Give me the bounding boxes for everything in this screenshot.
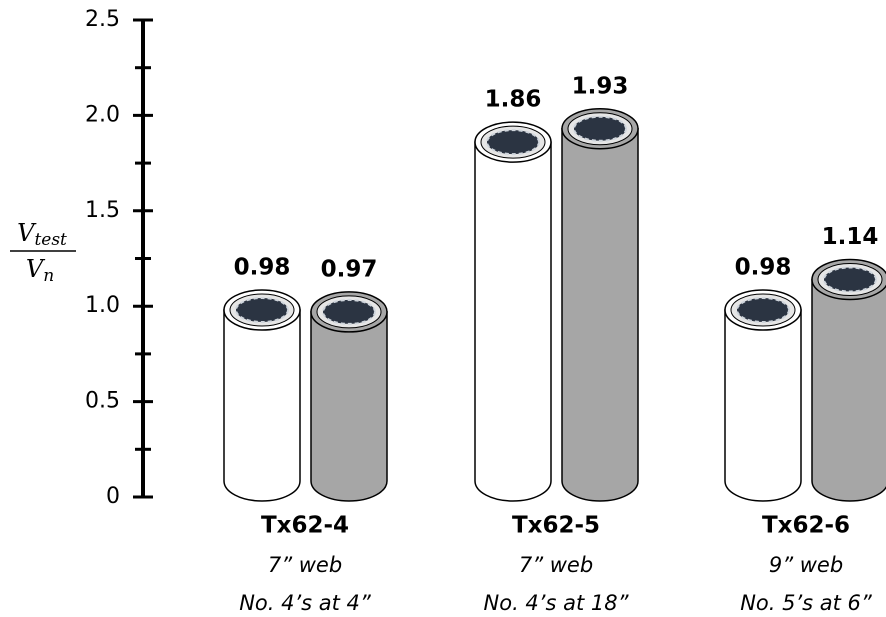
- category-detail: No. 4’s at 4”: [239, 591, 372, 615]
- bar: [311, 312, 387, 501]
- bar-top-core: [323, 300, 375, 324]
- category-detail: 7” web: [519, 553, 593, 577]
- y-tick-label: 0: [106, 484, 120, 509]
- bar: [562, 129, 638, 501]
- category-detail: 9” web: [769, 553, 843, 577]
- y-label-numerator: Vtest: [17, 219, 67, 250]
- bar-top-core: [737, 298, 789, 322]
- category-detail: No. 5’s at 6”: [740, 591, 873, 615]
- value-label: 0.98: [234, 255, 291, 281]
- bar: [812, 279, 886, 501]
- y-tick-label: 2.5: [85, 7, 120, 32]
- y-label-subscript: test: [34, 230, 67, 250]
- category-label: Tx62-4: [261, 513, 349, 539]
- value-label: 1.86: [485, 87, 542, 113]
- category-detail: No. 4’s at 18”: [484, 591, 630, 615]
- bar: [725, 310, 801, 501]
- y-tick-label: 0.5: [85, 389, 120, 414]
- value-label: 0.97: [321, 256, 378, 282]
- category-label: Tx62-6: [762, 513, 850, 539]
- category-detail: 7” web: [268, 553, 342, 577]
- bar-top-core: [574, 117, 626, 141]
- y-label-subscript: n: [43, 266, 54, 286]
- y-tick-label: 1.0: [85, 293, 120, 318]
- value-label: 1.93: [572, 73, 629, 99]
- bar: [475, 142, 551, 501]
- category-label: Tx62-5: [512, 513, 600, 539]
- value-label: 0.98: [735, 255, 792, 281]
- chart: Vtest Vn 0 0.5 1.0 1.5 2.0 2.5 0.98 1.86 0.98 0.9…: [0, 0, 886, 617]
- bar-top-core: [236, 298, 288, 322]
- value-label: 1.14: [822, 224, 879, 250]
- y-tick-label: 1.5: [85, 198, 120, 223]
- bar-top-core: [487, 130, 539, 154]
- bar: [224, 310, 300, 501]
- y-label-denominator: Vn: [26, 255, 54, 286]
- y-tick-label: 2.0: [85, 102, 120, 127]
- bar-top-core: [824, 267, 876, 291]
